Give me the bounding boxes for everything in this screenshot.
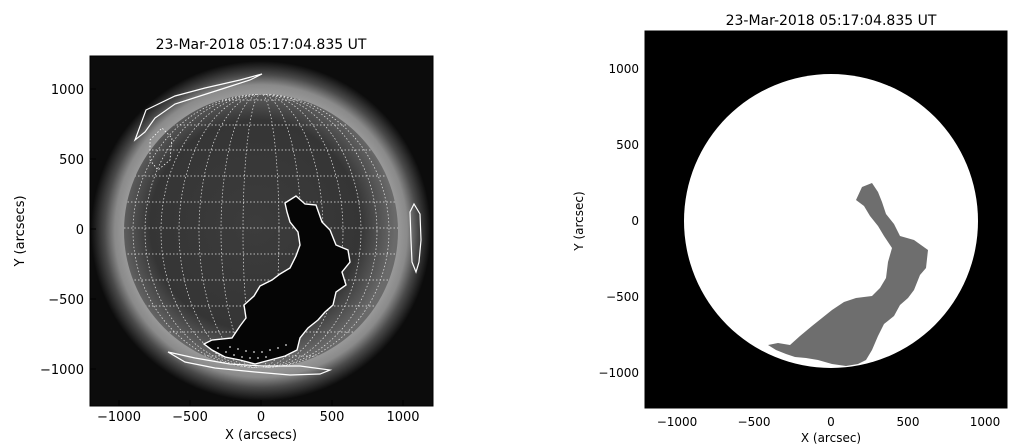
west-limb-contour — [409, 202, 422, 274]
coronal-hole-dots — [217, 344, 287, 359]
right-x-tick-marks — [676, 402, 986, 408]
left-y-tick-label: 1000 — [51, 83, 84, 98]
left-y-tick-label: −500 — [48, 293, 84, 308]
right-x-tick-label: 0 — [827, 415, 835, 429]
left-y-tick-marks — [90, 88, 96, 370]
south-limb-contour — [167, 351, 333, 376]
left-panel: 23-Mar-2018 05:17:04.835 UT — [13, 37, 434, 443]
left-y-tick-label: 0 — [76, 223, 84, 238]
left-y-tick-label: 500 — [59, 153, 84, 168]
left-x-tick-label: 1000 — [386, 410, 419, 425]
coronal-hole-mask — [768, 183, 928, 366]
right-x-tick-label: −1000 — [657, 415, 698, 429]
right-y-axis-label: Y (arcsec) — [572, 191, 586, 251]
right-y-tick-label: −1000 — [598, 366, 639, 380]
right-x-tick-label: 1000 — [970, 415, 1001, 429]
right-panel-title: 23-Mar-2018 05:17:04.835 UT — [726, 13, 937, 29]
left-x-tick-label: 500 — [320, 410, 345, 425]
polar-hole-contour — [149, 127, 173, 171]
left-x-tick-label: −1000 — [97, 410, 141, 425]
right-x-tick-label: 500 — [897, 415, 920, 429]
right-y-tick-label: 0 — [631, 214, 639, 228]
coronal-hole-contour — [202, 195, 351, 365]
right-y-tick-marks — [645, 68, 651, 374]
right-y-tick-label: 1000 — [608, 62, 639, 76]
north-limb-contour — [133, 73, 263, 142]
left-x-tick-label: 0 — [257, 410, 265, 425]
left-y-axis-label: Y (arcsecs) — [13, 195, 28, 267]
left-x-tick-marks — [118, 400, 404, 406]
left-y-tick-label: −1000 — [40, 363, 84, 378]
right-panel: 23-Mar-2018 05:17:04.835 UT −1000 −500 0… — [572, 13, 1008, 445]
left-x-tick-label: −500 — [172, 410, 208, 425]
right-x-tick-label: −500 — [738, 415, 771, 429]
right-y-tick-label: 500 — [616, 138, 639, 152]
left-x-axis-label: X (arcsecs) — [225, 428, 297, 443]
right-plot-frame — [644, 30, 1008, 409]
right-x-axis-label: X (arcsec) — [801, 431, 861, 444]
left-panel-title: 23-Mar-2018 05:17:04.835 UT — [156, 37, 367, 53]
right-y-tick-label: −500 — [606, 290, 639, 304]
